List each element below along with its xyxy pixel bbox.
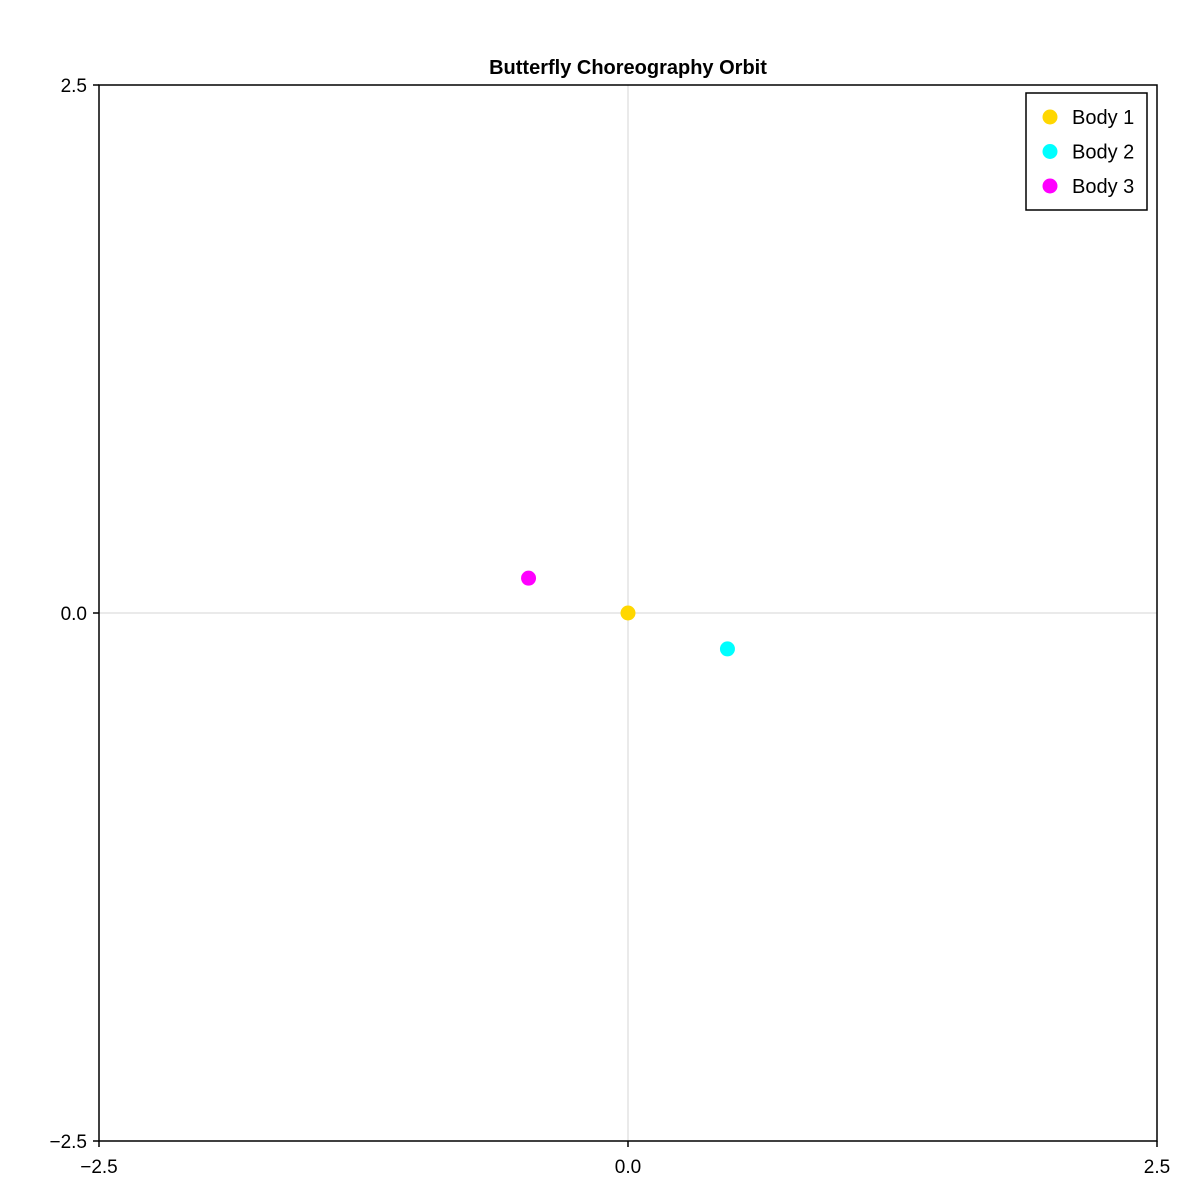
- data-point-body-3: [521, 570, 537, 586]
- legend: Body 1 Body 2 Body 3: [1025, 92, 1148, 211]
- x-tick-label: 2.5: [1144, 1157, 1170, 1178]
- legend-marker-body-1: [1042, 109, 1058, 125]
- axis-ticks: −2.5 0.0 2.5 −2.5 0.0 2.5: [49, 76, 1170, 1178]
- legend-label-body-2: Body 2: [1072, 142, 1134, 164]
- y-tick-label: 2.5: [61, 76, 87, 97]
- y-tick-label: −2.5: [49, 1132, 87, 1153]
- legend-marker-body-2: [1042, 144, 1058, 159]
- chart-title: Butterfly Choreography Orbit: [489, 57, 767, 79]
- y-tick-label: 0.0: [61, 604, 87, 625]
- legend-label-body-3: Body 3: [1072, 176, 1134, 198]
- legend-marker-body-3: [1042, 178, 1058, 194]
- x-tick-label: 0.0: [615, 1157, 641, 1178]
- data-point-body-2: [719, 641, 735, 657]
- legend-label-body-1: Body 1: [1072, 107, 1134, 129]
- data-point-body-1: [620, 605, 636, 621]
- x-tick-label: −2.5: [80, 1157, 118, 1178]
- data-points: [521, 570, 735, 657]
